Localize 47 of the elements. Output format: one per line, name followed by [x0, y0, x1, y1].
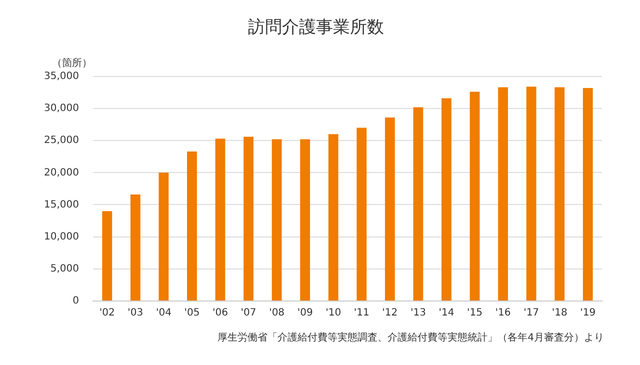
bar — [384, 117, 395, 300]
bar — [102, 211, 112, 300]
bar — [498, 87, 508, 300]
x-tick-label: '13 — [410, 308, 426, 319]
y-tick-label: 25,000 — [44, 135, 79, 146]
x-tick-label: '18 — [552, 308, 568, 319]
y-tick-label: 35,000 — [44, 70, 79, 82]
bar — [526, 86, 536, 300]
bar — [215, 138, 226, 300]
bar — [554, 87, 565, 300]
bar — [244, 136, 254, 300]
y-tick-label: 0 — [72, 296, 79, 307]
chart-title: 訪問介護事業所数 — [248, 18, 384, 38]
x-tick-label: '02 — [99, 308, 115, 319]
y-tick-label: 10,000 — [44, 231, 79, 242]
x-tick-label: '17 — [524, 308, 540, 319]
x-tick-label: '09 — [297, 308, 313, 319]
x-tick-label: '08 — [269, 308, 285, 319]
bar — [356, 128, 367, 300]
y-tick-label: 20,000 — [44, 167, 79, 178]
x-tick-label: '11 — [354, 308, 370, 319]
y-axis-title: （箇所） — [52, 56, 92, 69]
y-tick-label: 30,000 — [44, 103, 79, 114]
y-tick-label: 15,000 — [44, 199, 79, 210]
x-tick-label: '16 — [495, 308, 511, 319]
x-tick-label: '12 — [382, 308, 398, 319]
bar — [582, 88, 593, 300]
x-tick-label: '14 — [438, 308, 454, 319]
x-tick-label: '03 — [128, 308, 144, 319]
bar — [413, 107, 424, 300]
bar — [130, 194, 140, 300]
bar — [442, 98, 452, 300]
bar — [187, 151, 197, 300]
bar — [158, 172, 169, 300]
x-tick-label: '05 — [184, 308, 200, 319]
bar — [328, 134, 338, 300]
text: 厚生労働省「介護給付費等実態調査、介護給付費等実態統計」（各年4月審査分）より — [218, 332, 604, 344]
x-tick-label: '04 — [156, 308, 172, 319]
x-tick-label: '07 — [240, 308, 256, 319]
x-tick-label: '15 — [467, 308, 482, 319]
y-tick-label: 5,000 — [50, 264, 79, 275]
bar — [300, 139, 310, 300]
bar — [470, 92, 480, 300]
x-tick-label: '06 — [212, 308, 228, 319]
x-tick-label: '19 — [580, 308, 596, 319]
bar — [272, 139, 282, 300]
x-tick-label: '10 — [326, 308, 342, 319]
